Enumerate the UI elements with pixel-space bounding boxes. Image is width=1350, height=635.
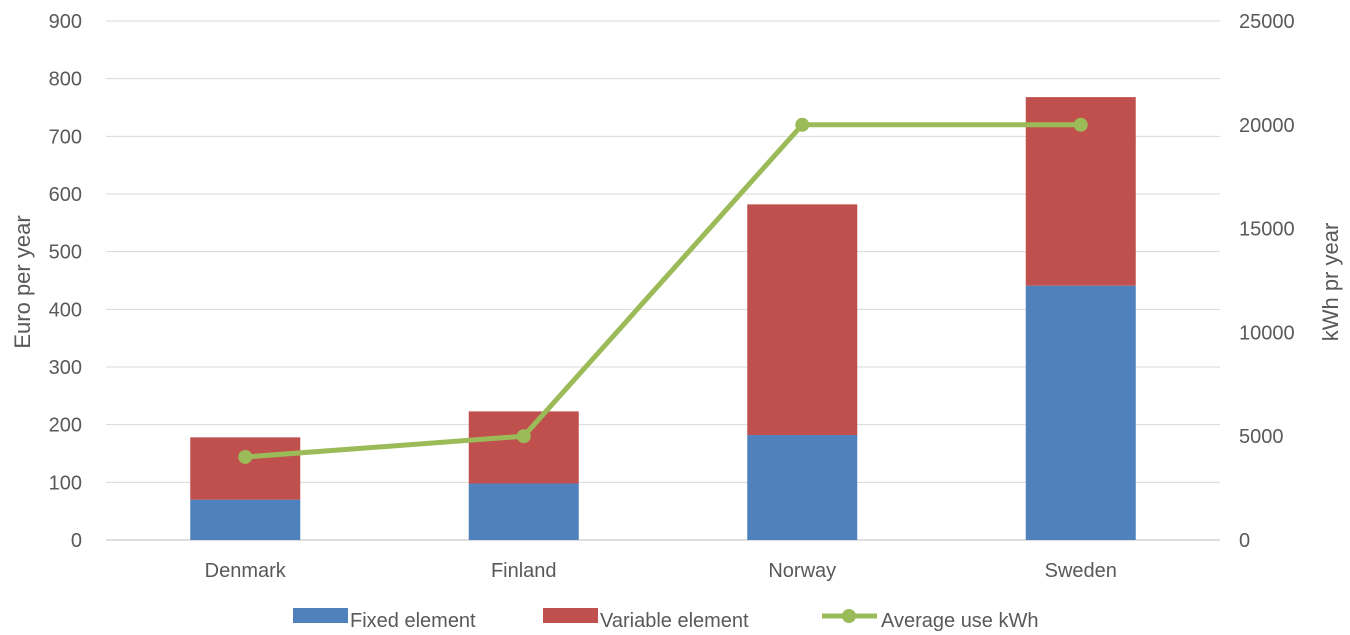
axis-ticks: 0 100 200 300 400 500 600 700 800 900 0 5000 10000 15… — [49, 11, 1295, 582]
legend-label: Variable element — [600, 610, 749, 632]
legend-swatch — [293, 608, 348, 623]
y2-tick-label: 0 — [1239, 530, 1250, 552]
legend-label: Average use kWh — [881, 610, 1039, 632]
y-tick-label: 0 — [71, 530, 82, 552]
y-tick-label: 600 — [49, 184, 82, 206]
line-point — [516, 429, 531, 444]
bar-fixed-element — [190, 499, 301, 540]
line-series — [238, 117, 1088, 464]
y2-tick-label: 5000 — [1239, 426, 1284, 448]
legend: Fixed element Variable element Average use… — [293, 608, 1039, 632]
y2-axis-title: kWh pr year — [1318, 223, 1343, 342]
y-tick-label: 700 — [49, 126, 82, 148]
bars — [190, 97, 1136, 540]
bar-fixed-element — [1025, 285, 1136, 540]
x-tick-label: Sweden — [1045, 560, 1117, 582]
bar-fixed-element — [747, 435, 858, 540]
line-average-use — [245, 122, 1081, 460]
line-point — [238, 449, 253, 464]
legend-marker — [842, 609, 856, 623]
y-tick-label: 500 — [49, 242, 82, 264]
bar-variable-element — [190, 437, 301, 500]
legend-swatch — [543, 608, 598, 623]
bar-variable-element — [747, 204, 858, 436]
y-tick-label: 300 — [49, 357, 82, 379]
y-tick-label: 400 — [49, 299, 82, 321]
legend-label: Fixed element — [350, 610, 476, 632]
y-tick-label: 900 — [49, 11, 82, 33]
y-axis-title: Euro per year — [10, 215, 35, 348]
line-point — [795, 117, 810, 132]
line-point — [1073, 117, 1088, 132]
y-tick-label: 100 — [49, 472, 82, 494]
bar-variable-element — [468, 411, 579, 484]
y2-tick-label: 15000 — [1239, 219, 1295, 241]
y2-tick-label: 10000 — [1239, 322, 1295, 344]
bar-fixed-element — [468, 483, 579, 540]
y2-tick-label: 20000 — [1239, 115, 1295, 137]
x-tick-label: Norway — [768, 560, 836, 582]
x-tick-label: Finland — [491, 560, 557, 582]
y2-tick-label: 25000 — [1239, 11, 1295, 33]
y-tick-label: 800 — [49, 69, 82, 91]
x-tick-label: Denmark — [205, 560, 287, 582]
y-tick-label: 200 — [49, 415, 82, 437]
